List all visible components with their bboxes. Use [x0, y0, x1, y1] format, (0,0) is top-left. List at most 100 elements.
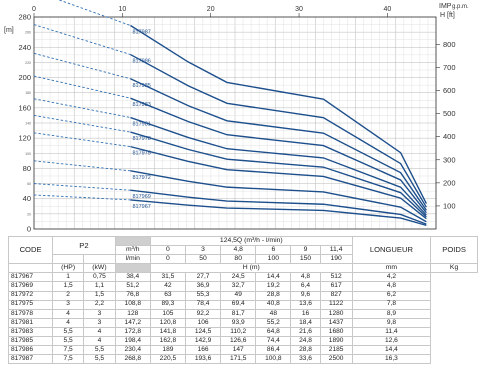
- head-cell: 14,4: [255, 272, 292, 283]
- table-header-m3h: m³/h 0 3 4,8 6 9 11,4: [9, 245, 478, 256]
- kw-cell: 3: [83, 317, 116, 328]
- head-cell: 100,8: [255, 354, 292, 365]
- m3h-label: m³/h: [114, 245, 151, 256]
- top-tick-label: 30: [295, 6, 303, 13]
- length-cell: 1280: [319, 308, 353, 319]
- length-cell: 512: [319, 272, 353, 283]
- head-cell: 38,4: [114, 272, 151, 283]
- curve-817967: [130, 199, 427, 227]
- head-cell: 18,4: [290, 317, 321, 328]
- gray-column: [114, 263, 151, 274]
- left-minor-tick-label: 180: [25, 91, 31, 95]
- left-minor-tick-label: 260: [25, 31, 31, 35]
- m3h-value: 0: [149, 245, 187, 256]
- left-axis-unit: [m]: [4, 27, 14, 34]
- table-row: 817975 3 2,2 108,8 89,3 78,4 69,4 40,8 13,6 1122 7…: [7, 299, 478, 310]
- right-tick-label: 300: [443, 155, 456, 164]
- hp-cell: 2: [52, 290, 85, 301]
- table-row: 817987 7,5 5,5 268,8 220,5 193,6 171,5 100,8 33,…: [7, 354, 478, 365]
- head-cell: 166: [184, 345, 222, 356]
- code-cell: 817975: [7, 299, 54, 310]
- curve-817975: [130, 145, 427, 220]
- head-cell: 33,6: [290, 354, 321, 365]
- head-cell: 189: [149, 345, 187, 356]
- head-cell: 268,8: [114, 354, 151, 365]
- length-unit: mm: [351, 263, 432, 274]
- weight-cell: 6,2: [351, 290, 432, 301]
- head-cell: 141,8: [149, 326, 187, 338]
- table-header-units: (HP) (kW) H (m) mm Kg: [7, 263, 478, 274]
- table-row: 817972 2 1,5 76,8 63 55,3 49 28,8 9,6 827 6,2: [7, 290, 478, 301]
- performance-curves: [33, 0, 427, 227]
- head-cell: 69,4: [220, 299, 257, 310]
- h-header: H (m): [149, 263, 353, 274]
- hp-cell: 5,5: [52, 336, 85, 347]
- curve-817972: [130, 170, 427, 223]
- head-cell: 51,2: [114, 281, 151, 292]
- curve-dashed-817978: [33, 114, 131, 133]
- empty-kw-cell: [83, 254, 116, 265]
- series-label: 817972: [132, 175, 150, 181]
- head-cell: 55,2: [255, 317, 292, 328]
- left-tick-label: 0: [27, 225, 31, 233]
- left-minor-tick-label: 100: [25, 152, 31, 156]
- weight-cell: 12,6: [351, 336, 432, 347]
- head-cell: 110,2: [220, 326, 257, 338]
- head-cell: 193,6: [184, 354, 222, 365]
- top-tick-label: 40: [384, 6, 392, 13]
- lmin-value: 0: [149, 254, 187, 265]
- m3h-value: 9: [290, 245, 321, 256]
- head-cell: 128: [114, 308, 151, 319]
- kw-cell: 5,5: [83, 345, 116, 356]
- length-cell: 617: [319, 281, 353, 292]
- head-cell: 42: [149, 281, 187, 292]
- pump-curve-chart: 0 10 20 30 40 IMP g.p.m. 0 40 80 120 160 200 240 280 20…: [4, 0, 469, 232]
- lmin-value: 190: [319, 254, 353, 265]
- table-row: 817986 7,5 5,5 230,4 189 166 147 86,4 28,8 2185 14…: [7, 345, 478, 356]
- head-cell: 172,8: [114, 326, 151, 338]
- hp-cell: 3: [52, 299, 85, 310]
- left-minor-tick-label: 140: [25, 122, 31, 126]
- chart-axes: 0 10 20 30 40 IMP g.p.m. 0 40 80 120 160 200 240 280 20…: [4, 3, 469, 232]
- hp-cell: 7,5: [52, 345, 85, 356]
- top-tick-label: 0: [32, 6, 36, 13]
- head-cell: 31,5: [149, 272, 187, 283]
- right-tick-label: 500: [443, 109, 456, 118]
- code-cell: 817967: [7, 272, 54, 283]
- chart-grid: [33, 16, 437, 230]
- series-label: 817969: [132, 194, 150, 200]
- head-cell: 9,6: [290, 290, 321, 301]
- table-row: 817969 1,5 1,1 51,2 42 36,9 32,7 19,2 6,4 617 4,8: [7, 281, 478, 292]
- head-cell: 78,4: [184, 299, 222, 310]
- head-cell: 86,4: [255, 345, 292, 356]
- top-axis-unit: g.p.m.: [452, 4, 469, 10]
- head-cell: 16: [290, 308, 321, 319]
- length-cell: 2500: [319, 354, 353, 365]
- plot-frame: [33, 16, 437, 230]
- series-label: 817985: [132, 83, 150, 89]
- head-cell: 49: [220, 290, 257, 301]
- curve-817987: [130, 24, 427, 204]
- left-minor-tick-label: 220: [25, 61, 31, 65]
- hp-cell: 4: [52, 317, 85, 328]
- m3h-value: 11,4: [319, 245, 353, 256]
- code-cell: 817983: [7, 326, 54, 338]
- left-tick-label: 80: [23, 164, 31, 173]
- right-tick-label: 700: [443, 63, 456, 72]
- top-tick-label: 20: [207, 6, 215, 13]
- head-cell: 171,5: [220, 354, 257, 365]
- kw-cell: 0,75: [83, 272, 116, 283]
- head-cell: 126,6: [220, 336, 257, 347]
- curve-817985: [130, 78, 427, 211]
- head-cell: 32,7: [220, 281, 257, 292]
- top-tick-label: 10: [118, 6, 126, 13]
- head-cell: 198,4: [114, 336, 151, 347]
- code-cell: 817972: [7, 290, 54, 301]
- head-cell: 92,2: [184, 308, 222, 319]
- head-cell: 147,2: [114, 317, 151, 328]
- kw-unit: (kW): [83, 263, 116, 274]
- blank-gray-cell: [114, 235, 151, 247]
- head-cell: 89,3: [149, 299, 187, 310]
- lmin-value: 50: [184, 254, 222, 265]
- hp-cell: 1,5: [52, 281, 85, 292]
